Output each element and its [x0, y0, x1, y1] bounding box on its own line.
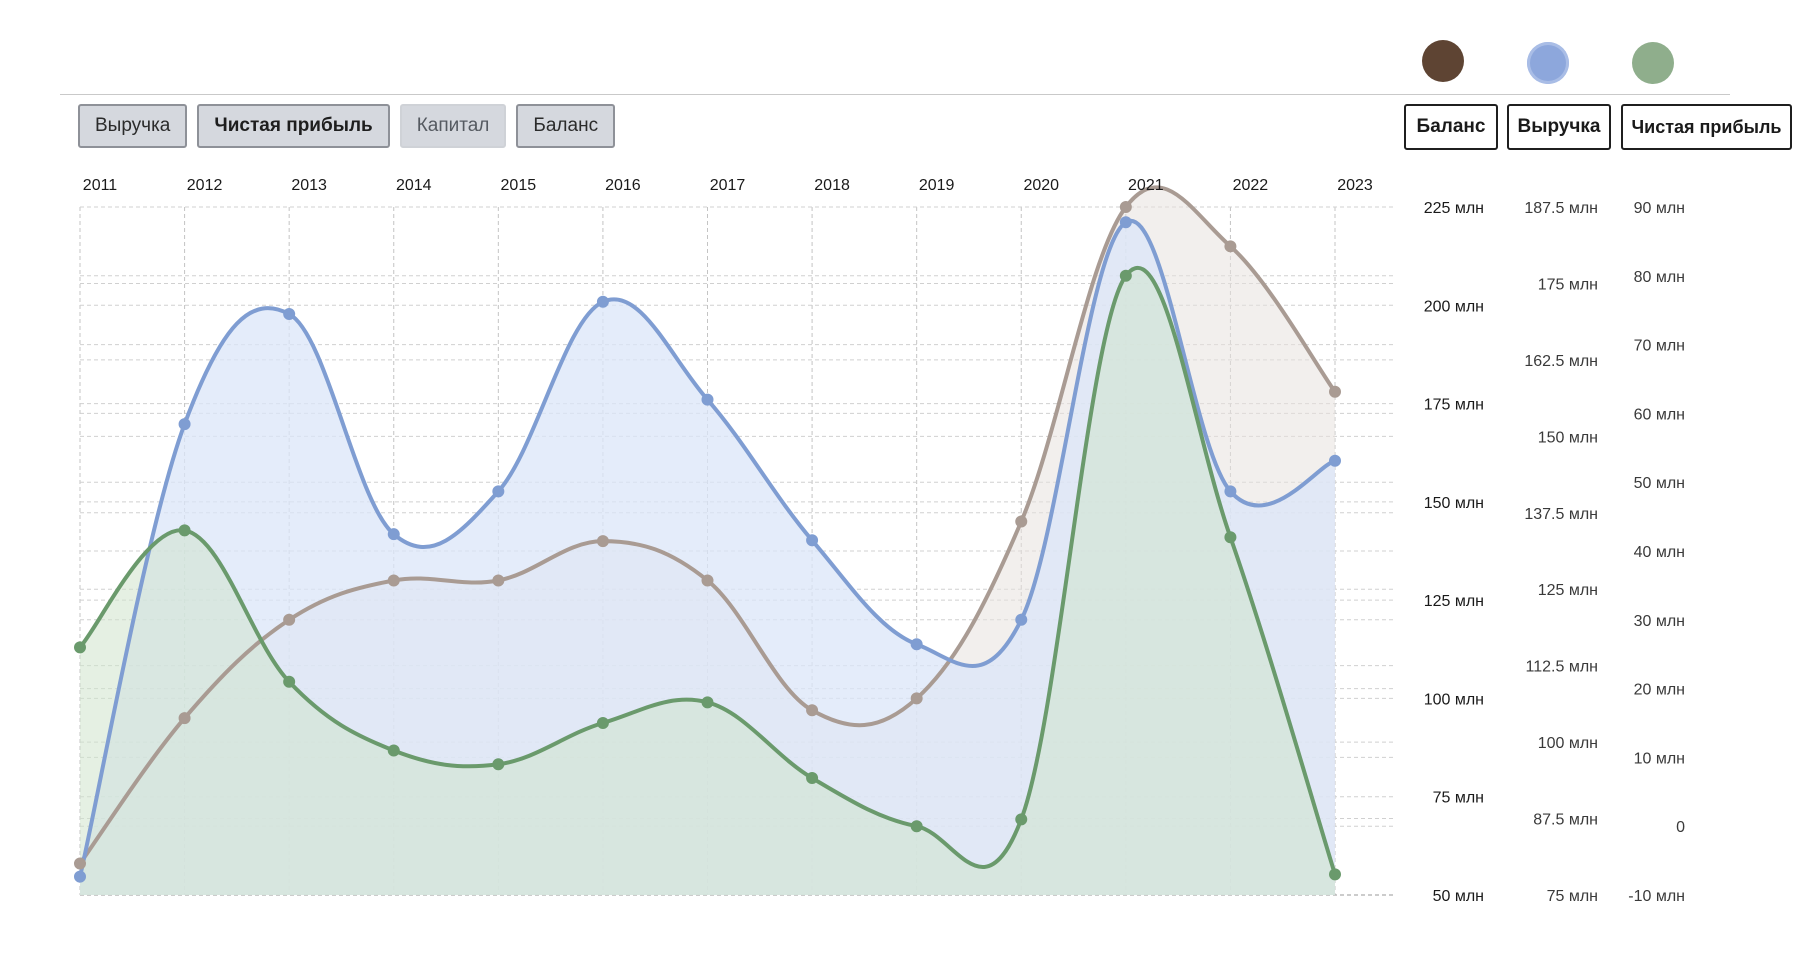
balance-point-2012[interactable] — [178, 712, 191, 725]
profit-point-2012[interactable] — [178, 524, 191, 537]
balance-axis-tick-label: 150 млн — [1424, 495, 1484, 512]
profit-point-2017[interactable] — [701, 696, 714, 709]
revenue-point-2018[interactable] — [806, 534, 819, 547]
x-tick-label: 2015 — [501, 177, 537, 194]
revenue-axis-tick-label: 75 млн — [1547, 888, 1598, 905]
profit-point-2023[interactable] — [1329, 868, 1341, 881]
profit-axis-tick-label: 10 млн — [1634, 750, 1685, 767]
top-divider — [60, 94, 1730, 95]
balance-point-2014[interactable] — [387, 574, 400, 587]
profit-point-2013[interactable] — [283, 675, 296, 688]
tab-balance[interactable]: Баланс — [516, 104, 616, 148]
profit-point-2015[interactable] — [492, 758, 505, 771]
profit-axis-tick-label: 50 млн — [1634, 475, 1685, 492]
profit-area — [80, 267, 1335, 895]
x-tick-label: 2018 — [814, 177, 850, 194]
revenue-point-2014[interactable] — [387, 528, 400, 541]
balance-point-2018[interactable] — [806, 704, 819, 717]
balance-point-2017[interactable] — [701, 574, 714, 587]
balance-axis-tick-label: 100 млн — [1424, 691, 1484, 708]
balance-axis-tick-label: 225 млн — [1424, 200, 1484, 217]
profit-axis-tick-label: 0 — [1676, 819, 1685, 836]
x-tick-label: 2014 — [396, 177, 432, 194]
revenue-axis-tick-label: 100 млн — [1538, 735, 1598, 752]
revenue-axis-tick-label: 87.5 млн — [1533, 812, 1598, 829]
revenue-axis-tick-label: 162.5 млн — [1524, 353, 1598, 370]
profit-axis-tick-label: -10 млн — [1628, 888, 1685, 905]
balance-axis-tick-label: 200 млн — [1424, 298, 1484, 315]
profit-point-2020[interactable] — [1015, 813, 1028, 826]
tab-capital[interactable]: Капитал — [399, 104, 507, 148]
profit-axis-tick-label: 80 млн — [1634, 269, 1685, 286]
balance-point-2013[interactable] — [283, 613, 296, 626]
balance-point-2020[interactable] — [1015, 515, 1028, 528]
balance-axis-button[interactable]: Баланс — [1404, 104, 1498, 150]
profit-point-2018[interactable] — [806, 772, 819, 785]
x-tick-label: 2023 — [1337, 177, 1373, 194]
balance-axis-tick-label: 75 млн — [1433, 790, 1484, 807]
balance-point-2019[interactable] — [910, 692, 923, 705]
balance-point-2022[interactable] — [1224, 240, 1237, 253]
revenue-axis-tick-label: 137.5 млн — [1524, 506, 1598, 523]
profit-axis-tick-label: 20 млн — [1634, 682, 1685, 699]
x-tick-label: 2012 — [187, 177, 223, 194]
balance-point-2015[interactable] — [492, 574, 505, 587]
revenue-axis-tick-label: 112.5 млн — [1526, 659, 1598, 676]
revenue-axis-tick-label: 150 млн — [1538, 429, 1598, 446]
profit-axis-tick-label: 60 млн — [1634, 406, 1685, 423]
revenue-axis-tick-label: 175 млн — [1538, 276, 1598, 293]
profit-axis-tick-label: 90 млн — [1634, 200, 1685, 217]
profit-legend-dot — [1632, 42, 1674, 84]
revenue-point-2020[interactable] — [1015, 613, 1028, 626]
x-tick-label: 2019 — [919, 177, 955, 194]
balance-legend-dot — [1422, 40, 1464, 82]
x-tick-label: 2013 — [291, 177, 327, 194]
x-tick-label: 2020 — [1023, 177, 1059, 194]
balance-axis-tick-label: 125 млн — [1424, 593, 1484, 610]
revenue-point-2013[interactable] — [283, 308, 296, 321]
profit-point-2019[interactable] — [910, 820, 923, 833]
profit-point-2022[interactable] — [1224, 531, 1237, 544]
profit-axis-tick-label: 30 млн — [1634, 613, 1685, 630]
revenue-point-2022[interactable] — [1224, 485, 1237, 498]
tab-revenue[interactable]: Выручка — [78, 104, 188, 148]
revenue-axis-tick-label: 125 млн — [1538, 582, 1598, 599]
profit-point-2011[interactable] — [74, 641, 86, 654]
balance-axis-tick-label: 50 млн — [1433, 888, 1484, 905]
revenue-legend-dot — [1527, 42, 1569, 84]
balance-axis-tick-label: 175 млн — [1424, 397, 1484, 414]
revenue-point-2011[interactable] — [74, 870, 86, 883]
tab-net-profit[interactable]: Чистая прибыль — [197, 104, 390, 148]
footer-note — [78, 916, 878, 924]
revenue-point-2021[interactable] — [1119, 216, 1132, 229]
profit-point-2021[interactable] — [1119, 269, 1132, 282]
x-tick-label: 2021 — [1128, 177, 1164, 194]
balance-point-2016[interactable] — [596, 535, 609, 548]
revenue-axis-tick-label: 187.5 млн — [1524, 200, 1598, 217]
revenue-point-2017[interactable] — [701, 393, 714, 406]
profit-point-2014[interactable] — [387, 744, 400, 757]
x-tick-label: 2016 — [605, 177, 641, 194]
revenue-point-2015[interactable] — [492, 485, 505, 498]
profit-axis-tick-label: 40 млн — [1634, 544, 1685, 561]
revenue-point-2019[interactable] — [910, 638, 923, 651]
revenue-point-2023[interactable] — [1329, 454, 1341, 467]
balance-point-2011[interactable] — [74, 857, 86, 870]
x-tick-label: 2022 — [1233, 177, 1269, 194]
profit-axis-button[interactable]: Чистая прибыль — [1621, 104, 1792, 150]
revenue-area — [80, 220, 1335, 896]
balance-point-2021[interactable] — [1119, 201, 1132, 213]
balance-point-2023[interactable] — [1329, 385, 1341, 398]
profit-point-2016[interactable] — [596, 717, 609, 729]
x-tick-label: 2011 — [83, 177, 118, 194]
revenue-point-2016[interactable] — [596, 295, 609, 308]
x-tick-label: 2017 — [710, 177, 746, 194]
revenue-axis-button[interactable]: Выручка — [1507, 104, 1611, 150]
profit-axis-tick-label: 70 млн — [1634, 338, 1685, 355]
revenue-point-2012[interactable] — [178, 418, 191, 431]
metric-tabs: Выручка Чистая прибыль Капитал Баланс — [78, 104, 616, 148]
